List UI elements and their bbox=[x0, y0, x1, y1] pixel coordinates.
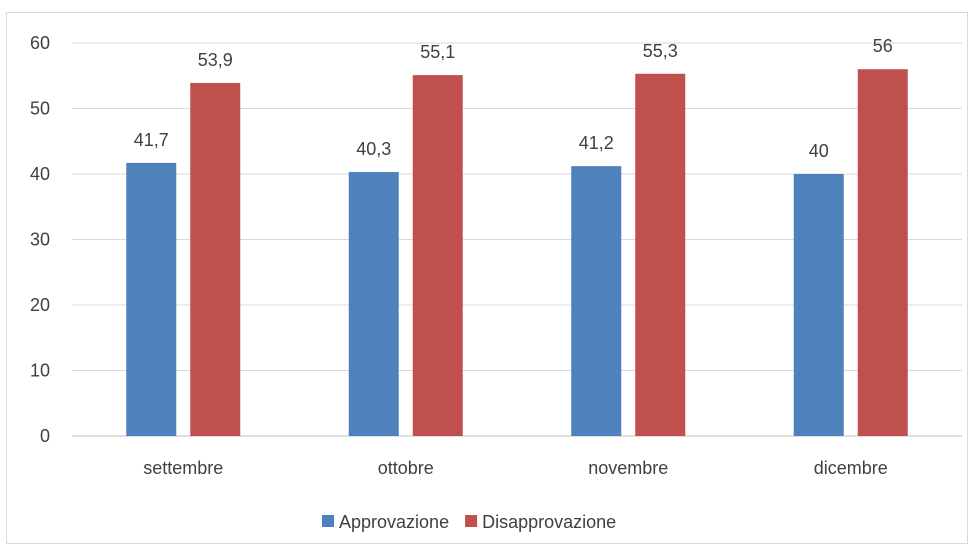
data-label: 56 bbox=[873, 36, 893, 56]
legend-swatch bbox=[322, 515, 334, 527]
data-label: 41,2 bbox=[579, 133, 614, 153]
bar-disapprovazione bbox=[190, 82, 241, 436]
bar-approvazione bbox=[793, 174, 844, 436]
bar-disapprovazione bbox=[635, 73, 686, 436]
y-axis-ticks: 0 10 20 30 40 50 60 bbox=[30, 33, 50, 446]
legend-label: Disapprovazione bbox=[482, 512, 616, 532]
y-tick-label: 60 bbox=[30, 33, 50, 53]
bar-disapprovazione bbox=[857, 69, 908, 436]
data-label: 55,3 bbox=[643, 41, 678, 61]
legend-swatch bbox=[465, 515, 478, 527]
y-tick-label: 50 bbox=[30, 99, 50, 119]
y-tick-label: 40 bbox=[30, 164, 50, 184]
y-tick-label: 30 bbox=[30, 230, 50, 250]
x-tick-label: settembre bbox=[143, 458, 223, 478]
bar-approvazione bbox=[126, 162, 177, 437]
bar-approvazione bbox=[571, 166, 622, 436]
data-labels: 41,7 53,9 40,3 55,1 41,2 55,3 40 56 bbox=[134, 36, 893, 161]
x-axis-ticks: settembre ottobre novembre dicembre bbox=[143, 458, 888, 478]
x-tick-label: dicembre bbox=[814, 458, 888, 478]
data-label: 40,3 bbox=[356, 139, 391, 159]
legend-label: Approvazione bbox=[339, 512, 449, 532]
data-label: 53,9 bbox=[198, 50, 233, 70]
data-label: 55,1 bbox=[420, 42, 455, 62]
x-tick-label: ottobre bbox=[378, 458, 434, 478]
bars bbox=[126, 69, 908, 437]
y-tick-label: 0 bbox=[40, 426, 50, 446]
y-tick-label: 10 bbox=[30, 361, 50, 381]
legend: Approvazione Disapprovazione bbox=[322, 512, 616, 532]
data-label: 41,7 bbox=[134, 130, 169, 150]
bar-approvazione bbox=[348, 172, 399, 436]
bar-disapprovazione bbox=[412, 75, 463, 436]
y-tick-label: 20 bbox=[30, 295, 50, 315]
data-label: 40 bbox=[809, 141, 829, 161]
x-tick-label: novembre bbox=[588, 458, 668, 478]
